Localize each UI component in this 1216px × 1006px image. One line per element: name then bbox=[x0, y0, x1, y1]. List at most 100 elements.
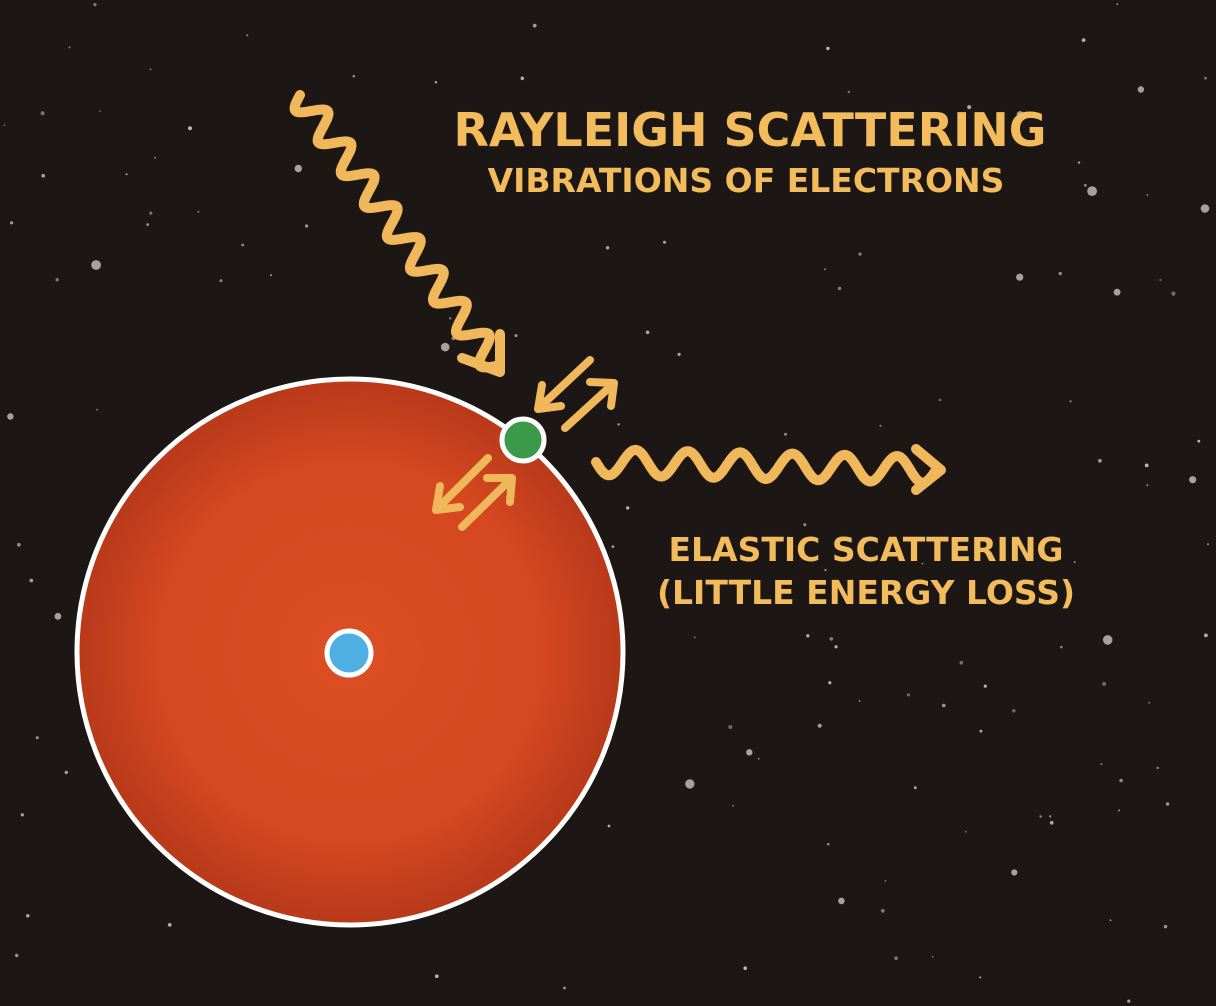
star bbox=[26, 914, 30, 918]
star bbox=[440, 342, 450, 352]
star bbox=[1049, 820, 1054, 825]
star bbox=[125, 173, 128, 176]
star bbox=[837, 286, 842, 291]
star bbox=[806, 634, 810, 638]
star bbox=[1109, 919, 1112, 922]
star bbox=[1207, 543, 1209, 546]
star bbox=[921, 562, 924, 565]
star bbox=[1083, 183, 1087, 187]
star-field bbox=[3, 3, 1210, 1003]
star bbox=[743, 966, 747, 970]
scattered-arrowhead bbox=[911, 444, 946, 495]
star bbox=[1146, 194, 1149, 196]
star bbox=[448, 317, 452, 320]
star bbox=[15, 953, 19, 958]
star bbox=[607, 824, 611, 828]
star bbox=[663, 240, 666, 244]
star bbox=[645, 330, 650, 335]
star bbox=[964, 830, 967, 833]
star bbox=[1163, 924, 1168, 929]
star bbox=[784, 432, 787, 436]
star bbox=[149, 211, 153, 215]
star bbox=[685, 779, 695, 789]
star bbox=[1102, 681, 1107, 686]
star bbox=[1189, 476, 1197, 484]
star bbox=[1081, 38, 1086, 42]
star bbox=[834, 645, 838, 649]
star bbox=[879, 424, 882, 427]
star bbox=[803, 523, 807, 527]
star bbox=[17, 542, 21, 547]
star bbox=[352, 74, 356, 78]
star bbox=[782, 137, 786, 140]
star bbox=[1204, 633, 1208, 638]
star bbox=[880, 908, 885, 913]
star bbox=[983, 684, 987, 688]
star bbox=[1016, 273, 1024, 281]
star bbox=[967, 105, 972, 110]
star bbox=[1148, 701, 1151, 704]
star bbox=[64, 770, 69, 775]
star bbox=[959, 660, 964, 665]
star bbox=[219, 279, 223, 283]
star bbox=[746, 749, 753, 756]
star bbox=[197, 210, 200, 213]
star bbox=[167, 923, 172, 927]
star bbox=[1144, 463, 1149, 468]
star bbox=[823, 268, 827, 271]
star bbox=[1118, 809, 1121, 812]
scattering-label-line2: (LITTLE ENERGY LOSS) bbox=[657, 573, 1075, 612]
star bbox=[1060, 645, 1063, 649]
star bbox=[1137, 86, 1145, 93]
star bbox=[55, 278, 59, 282]
star bbox=[10, 221, 14, 225]
incoming-arrowhead bbox=[457, 329, 505, 377]
star bbox=[611, 545, 615, 548]
star bbox=[1197, 439, 1201, 443]
star bbox=[29, 578, 34, 583]
star bbox=[824, 568, 827, 572]
star bbox=[41, 173, 45, 178]
title: RAYLEIGH SCATTERING bbox=[454, 103, 1047, 157]
star bbox=[979, 729, 983, 733]
star bbox=[1113, 288, 1121, 296]
star bbox=[1098, 458, 1102, 463]
star bbox=[20, 813, 24, 817]
star bbox=[624, 167, 628, 170]
star bbox=[626, 506, 630, 510]
star bbox=[241, 243, 245, 247]
star bbox=[434, 81, 438, 84]
star bbox=[858, 700, 861, 702]
star bbox=[827, 843, 830, 846]
star bbox=[677, 352, 681, 356]
star bbox=[938, 398, 942, 402]
star bbox=[514, 334, 518, 338]
star bbox=[7, 413, 14, 420]
star bbox=[1058, 271, 1062, 276]
star bbox=[1200, 204, 1210, 213]
star bbox=[913, 786, 917, 790]
incoming-photon-arrow bbox=[289, 90, 505, 377]
star bbox=[829, 637, 834, 641]
star bbox=[1012, 709, 1016, 713]
star bbox=[693, 636, 696, 639]
star bbox=[894, 956, 898, 960]
star bbox=[1127, 999, 1131, 1003]
star bbox=[270, 274, 272, 277]
star bbox=[1016, 111, 1024, 119]
star bbox=[93, 3, 97, 7]
star bbox=[188, 126, 192, 131]
star bbox=[1039, 815, 1042, 818]
star bbox=[435, 974, 439, 978]
star bbox=[1119, 778, 1123, 783]
star bbox=[941, 703, 946, 708]
star bbox=[54, 612, 62, 620]
star bbox=[979, 976, 982, 979]
electron bbox=[499, 416, 547, 464]
star bbox=[847, 90, 851, 94]
star bbox=[838, 897, 845, 905]
star bbox=[728, 725, 733, 729]
star bbox=[1204, 76, 1207, 80]
star bbox=[906, 693, 911, 697]
